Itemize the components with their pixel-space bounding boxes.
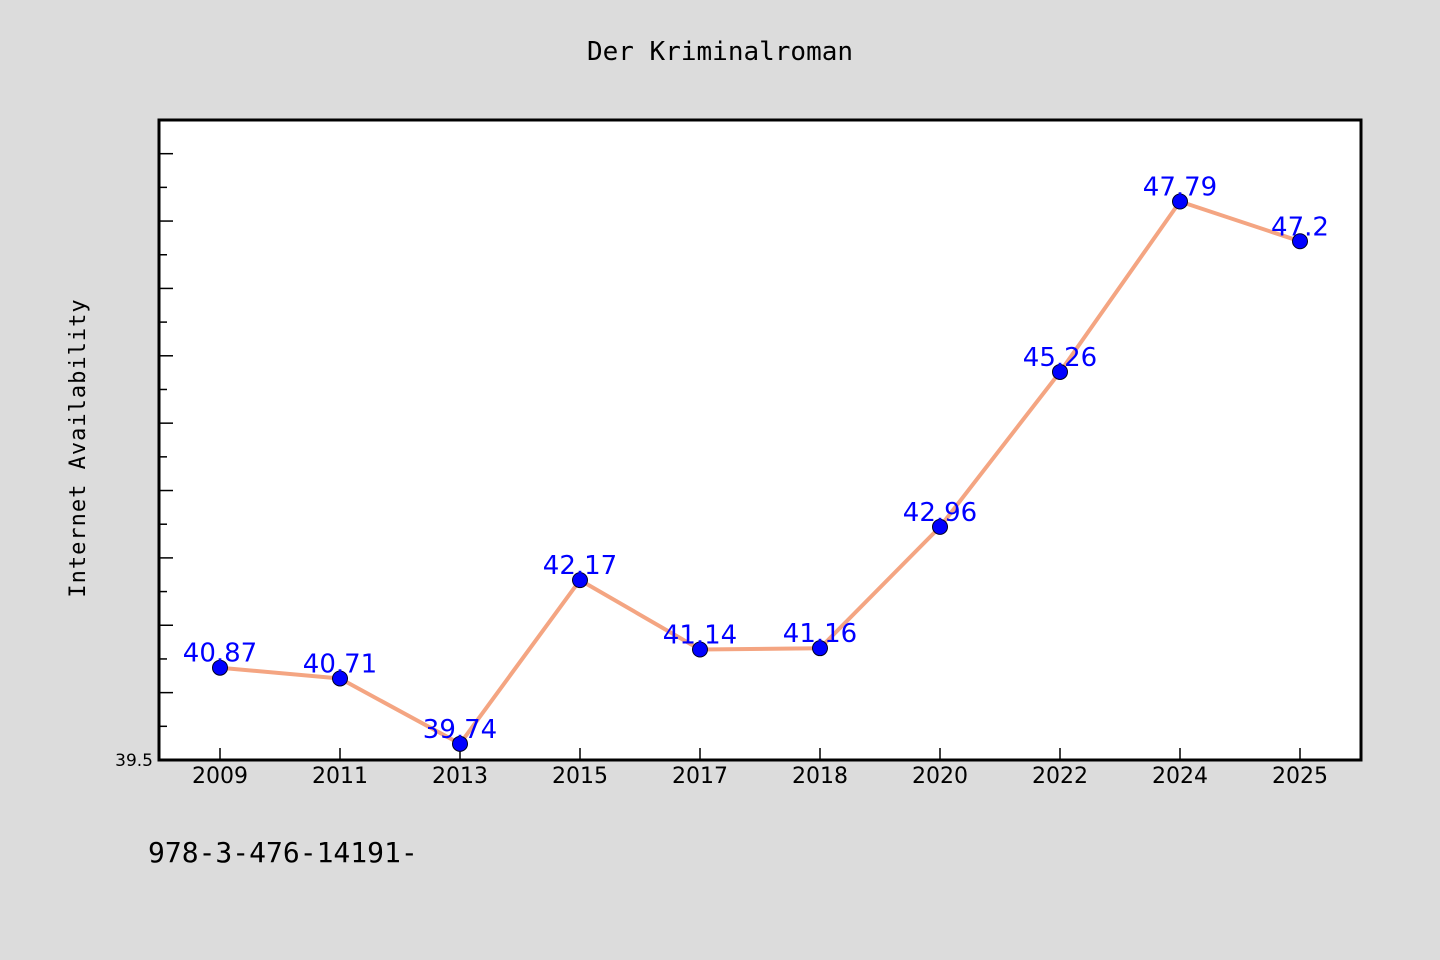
data-label: 42.96 <box>903 498 977 528</box>
data-point <box>932 518 948 535</box>
y-axis-ticks: 39.5 <box>115 119 173 771</box>
data-point <box>212 659 228 676</box>
data-point <box>692 641 708 658</box>
data-label: 40.71 <box>303 649 377 679</box>
x-tick-label: 2015 <box>552 764 608 789</box>
data-label: 45.26 <box>1023 343 1097 373</box>
x-tick-label: 2009 <box>192 764 248 789</box>
data-label: 40.87 <box>183 639 257 669</box>
data-label: 41.16 <box>783 619 857 649</box>
data-point <box>1172 193 1188 210</box>
data-point <box>452 735 468 752</box>
data-label: 41.14 <box>663 621 737 651</box>
x-tick-label: 2018 <box>792 764 848 789</box>
data-label: 47.79 <box>1143 173 1217 203</box>
x-tick-label: 2017 <box>672 764 728 789</box>
data-point <box>572 572 588 589</box>
data-point <box>332 670 348 687</box>
series-line <box>219 199 1301 746</box>
x-tick-label: 2025 <box>1272 764 1328 789</box>
x-tick-label: 2024 <box>1152 764 1208 789</box>
data-point <box>1292 233 1308 250</box>
y-tick-label: 39.5 <box>115 751 153 771</box>
x-tick-label: 2022 <box>1032 764 1088 789</box>
data-label: 42.17 <box>543 551 617 581</box>
data-labels: 40.87 40.71 39.74 42.17 41.14 41.16 42.96 45.26… <box>183 173 1329 745</box>
footer-isbn: 978-3-476-14191- <box>148 836 418 869</box>
data-markers <box>212 193 1308 752</box>
data-point <box>1052 363 1068 380</box>
chart-title: Der Kriminalroman <box>587 37 853 67</box>
data-point <box>812 640 828 657</box>
data-label: 39.74 <box>423 715 497 745</box>
y-axis-label: Internet Availability <box>66 298 91 597</box>
x-tick-label: 2020 <box>912 764 968 789</box>
x-axis-ticks: 2009 2011 2013 2015 2017 2018 2020 2022 2024 2025 <box>192 748 1328 789</box>
x-tick-label: 2011 <box>312 764 368 789</box>
data-label: 47.2 <box>1271 212 1329 242</box>
x-tick-label: 2013 <box>432 764 488 789</box>
